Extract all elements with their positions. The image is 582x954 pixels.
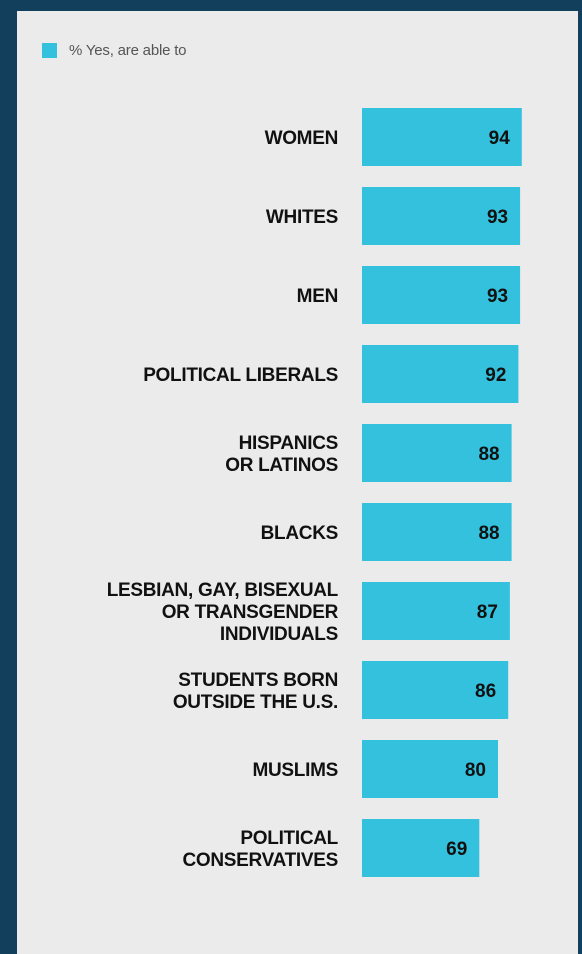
bar-9: [362, 819, 480, 877]
bar-6: [362, 582, 510, 640]
bar-1: [362, 187, 521, 245]
bar-8: [362, 740, 498, 798]
category-label-6-line-2: INDIVIDUALS: [220, 624, 338, 645]
category-label-8-line-0: MUSLIMS: [252, 760, 338, 781]
category-label-7-line-1: OUTSIDE THE U.S.: [173, 692, 338, 713]
category-label-6-line-1: OR TRANSGENDER: [162, 602, 339, 623]
legend-swatch: [42, 43, 57, 58]
category-label-4-line-1: OR LATINOS: [225, 455, 338, 476]
legend-label: % Yes, are able to: [69, 42, 187, 59]
category-label-9-line-1: CONSERVATIVES: [182, 850, 338, 871]
value-label-8: 80: [465, 760, 486, 781]
category-label-4-line-0: HISPANICS: [239, 433, 338, 454]
value-label-0: 94: [489, 128, 511, 149]
category-label-3-line-0: POLITICAL LIBERALS: [143, 365, 338, 386]
bar-2: [362, 266, 521, 324]
category-label-0-line-0: WOMEN: [265, 128, 338, 149]
value-label-7: 86: [475, 681, 496, 702]
bar-chart: 94 WOMEN 93 WHITES 93 MEN 92 POLITICAL LIBERALS…: [107, 108, 522, 877]
value-label-4: 88: [478, 444, 499, 465]
category-label-6-line-0: LESBIAN, GAY, BISEXUAL: [107, 580, 339, 601]
bar-4: [362, 424, 512, 482]
category-label-7-line-0: STUDENTS BORN: [178, 670, 338, 691]
category-label-5-line-0: BLACKS: [261, 523, 338, 544]
value-label-9: 69: [446, 839, 467, 860]
category-label-2-line-0: MEN: [297, 286, 338, 307]
legend: % Yes, are able to: [42, 42, 187, 59]
bar-7: [362, 661, 509, 719]
chart-panel: % Yes, are able to 94 WOMEN 93 WHITES 93 MEN 9…: [17, 11, 578, 954]
bar-5: [362, 503, 512, 561]
value-label-1: 93: [487, 207, 508, 228]
category-label-9-line-0: POLITICAL: [240, 828, 338, 849]
value-label-2: 93: [487, 286, 508, 307]
value-label-3: 92: [485, 365, 506, 386]
bar-3: [362, 345, 519, 403]
category-label-1-line-0: WHITES: [266, 207, 338, 228]
value-label-6: 87: [477, 602, 498, 623]
bar-0: [362, 108, 522, 166]
value-label-5: 88: [478, 523, 499, 544]
